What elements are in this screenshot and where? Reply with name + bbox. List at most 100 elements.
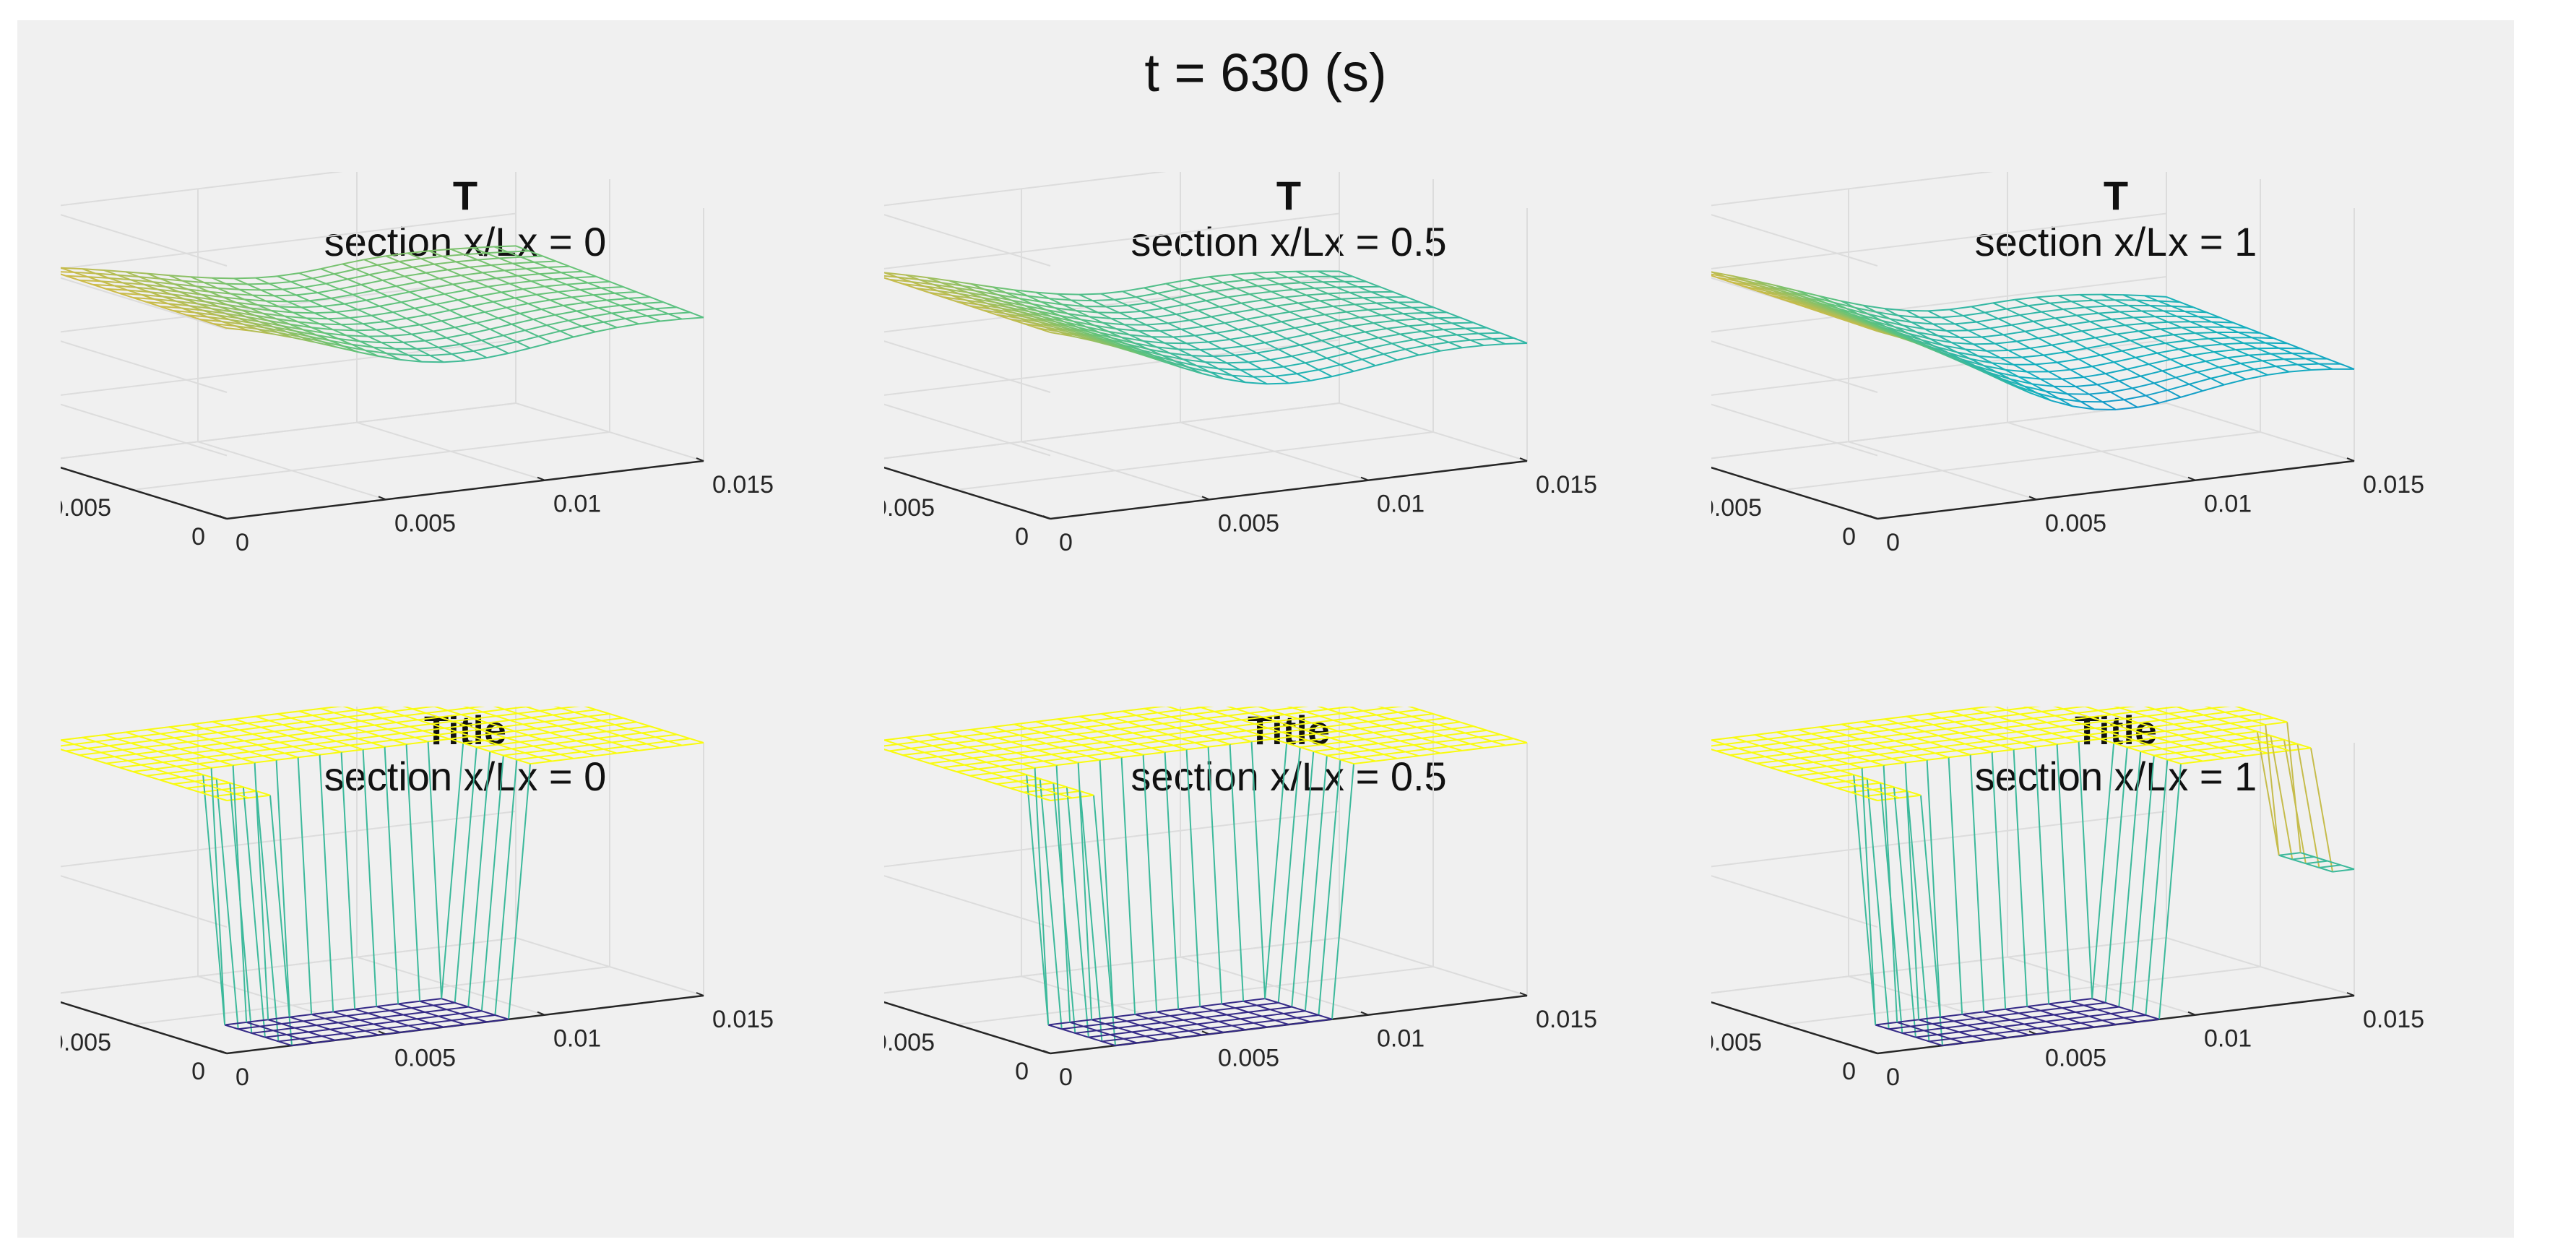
mesh-line: [1013, 723, 1028, 730]
mesh-line: [2119, 707, 2134, 713]
mesh-line: [1448, 746, 1463, 751]
mesh-line: [349, 744, 363, 751]
mesh-line: [1859, 314, 1874, 322]
mesh-line: [1138, 329, 1152, 338]
mesh-line: [252, 730, 275, 736]
mesh-line: [1192, 290, 1215, 296]
mesh-line: [1373, 732, 1388, 738]
mesh-line: [336, 738, 358, 742]
mesh-line: [1859, 738, 1874, 744]
mesh-line: [1391, 342, 1406, 350]
mesh-line: [286, 1031, 308, 1036]
mesh-line: [1443, 329, 1458, 336]
mesh-line: [213, 323, 235, 327]
mesh-line: [959, 753, 974, 759]
x-tick: [696, 457, 704, 462]
mesh-line: [476, 746, 490, 752]
mesh-line: [1119, 728, 1133, 734]
mesh-line: [1813, 304, 1828, 311]
mesh-line: [517, 341, 531, 349]
mesh-line: [74, 741, 96, 746]
mesh-line: [1924, 728, 1947, 733]
mesh-line: [1013, 289, 1037, 293]
mesh-line: [303, 283, 327, 288]
mesh-line: [2073, 337, 2096, 342]
mesh-line: [1838, 307, 1852, 315]
mesh-line: [2054, 712, 2077, 717]
mesh-line: [1221, 1003, 1236, 1009]
mesh-line: [2165, 730, 2179, 736]
mesh-line: [214, 298, 228, 306]
mesh-line: [2278, 347, 2293, 355]
z-grid-line: [61, 212, 517, 330]
mesh-line: [1351, 734, 1366, 741]
mesh-line: [259, 321, 274, 328]
mesh-line: [474, 715, 496, 720]
mesh-line: [558, 725, 572, 731]
mesh-line: [2158, 396, 2182, 404]
mesh-line: [139, 736, 153, 741]
mesh-line: [2232, 751, 2247, 757]
mesh-line: [1126, 343, 1141, 350]
mesh-line: [1204, 361, 1219, 370]
mesh-line: [469, 266, 483, 274]
mesh-line: [2206, 311, 2221, 319]
mesh-line: [2127, 746, 2141, 752]
mesh-line: [2043, 739, 2057, 746]
mesh-line: [368, 713, 384, 720]
mesh-line: [1326, 752, 1349, 756]
mesh-line: [1858, 322, 1873, 329]
mesh-line: [619, 304, 634, 311]
mesh-line: [1500, 332, 1514, 339]
mesh-line: [430, 353, 452, 356]
mesh-line: [929, 759, 951, 764]
mesh-line: [286, 331, 301, 338]
mesh-line: [1105, 1023, 1119, 1029]
mesh-line: [1080, 335, 1094, 342]
mesh-line: [1081, 741, 1103, 746]
mesh-line: [2013, 746, 2036, 751]
mesh-line: [199, 788, 222, 793]
mesh-line: [1908, 744, 1922, 750]
mesh-line: [2173, 723, 2187, 730]
mesh-line: [2218, 746, 2233, 753]
mesh-line: [439, 714, 462, 718]
mesh-line: [1900, 751, 1914, 757]
mesh-line: [1932, 348, 1946, 356]
mesh-line: [2123, 399, 2138, 408]
mesh-line: [1256, 352, 1271, 361]
mesh-line: [322, 306, 337, 313]
mesh-line: [2167, 383, 2190, 392]
mesh-line: [531, 280, 545, 288]
mesh-line: [2235, 730, 2257, 736]
mesh-line: [2067, 719, 2083, 725]
mesh-line: [187, 288, 202, 296]
mesh-line: [2081, 330, 2096, 339]
mesh-line: [595, 327, 618, 333]
mesh-line: [334, 1037, 358, 1041]
mesh-line: [1819, 295, 1842, 302]
mesh-line: [1826, 309, 1841, 316]
mesh-line: [503, 329, 526, 337]
mesh-line: [2184, 311, 2199, 318]
mesh-line: [1159, 328, 1182, 332]
mesh-line: [525, 707, 540, 712]
mesh-line: [2051, 344, 2066, 353]
mesh-line: [2208, 337, 2231, 340]
mesh-line: [1743, 756, 1765, 760]
mesh-line: [1360, 316, 1374, 324]
mesh-line: [991, 308, 1006, 314]
mesh-line: [1222, 1000, 1244, 1005]
mesh-line: [1831, 313, 1846, 319]
mesh-line: [2182, 327, 2196, 334]
mesh-line: [1505, 742, 1528, 746]
mesh-line: [2018, 376, 2033, 385]
mesh-line: [1941, 715, 1963, 719]
mesh-line: [321, 340, 336, 348]
mesh-line: [149, 291, 171, 296]
mesh-line: [457, 299, 472, 307]
mesh-line: [1807, 301, 1823, 308]
mesh-line: [1021, 763, 1035, 769]
mesh-line: [394, 1018, 417, 1022]
mesh-line: [1878, 754, 1893, 759]
